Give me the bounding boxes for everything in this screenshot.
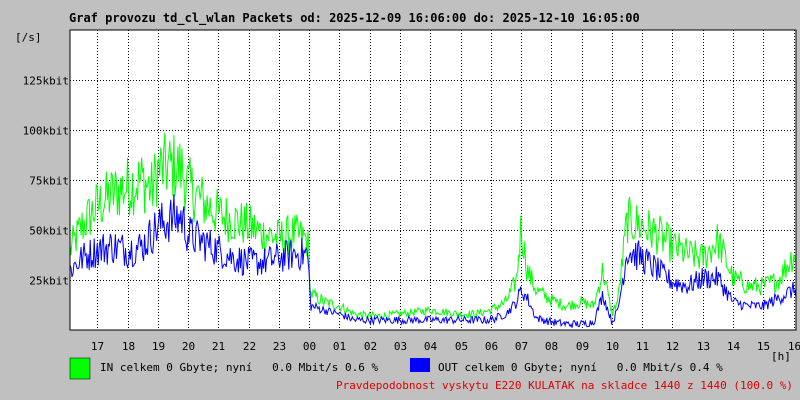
x-tick-label: 22 — [243, 340, 256, 353]
x-tick-labels: 17 18 19 20 21 22 23 00 01 02 03 04 05 06 07 08 09 10 11 12… — [91, 340, 800, 353]
y-tick-label: 100kbit — [23, 125, 69, 138]
probability-note: Pravdepodobnost vyskytu E220 KULATAK na … — [336, 379, 793, 392]
x-tick-label: 21 — [212, 340, 225, 353]
x-axis-label: [h] — [771, 350, 791, 363]
x-tick-label: 02 — [364, 340, 377, 353]
x-tick-label: 05 — [455, 340, 468, 353]
y-tick-label: 50kbit — [29, 225, 69, 238]
x-tick-label: 03 — [394, 340, 407, 353]
y-tick-label: 75kbit — [29, 175, 69, 188]
series-line-in — [69, 132, 797, 321]
chart-title: Graf provozu td_cl_wlan Packets od: 2025… — [69, 11, 640, 26]
series-line-out — [69, 194, 797, 328]
x-tick-label: 20 — [182, 340, 195, 353]
x-tick-label: 14 — [727, 340, 741, 353]
legend-in-swatch — [69, 357, 91, 380]
legend-out-swatch — [410, 358, 430, 372]
x-tick-label: 09 — [576, 340, 589, 353]
x-tick-label: 07 — [515, 340, 528, 353]
x-tick-label: 12 — [666, 340, 679, 353]
series-layer — [69, 132, 797, 328]
x-tick-label: 23 — [273, 340, 286, 353]
x-tick-label: 08 — [545, 340, 558, 353]
plot-frame — [69, 29, 797, 331]
x-tick-label: 11 — [636, 340, 649, 353]
y-tick-label: 25kbit — [29, 275, 69, 288]
legend-out-text: OUT celkem 0 Gbyte; nyní 0.0 Mbit/s 0.4 … — [438, 361, 723, 374]
y-axis-label: [/s] — [15, 31, 42, 44]
grid-layer — [70, 30, 796, 330]
x-tick-label: 15 — [757, 340, 770, 353]
x-tick-label: 19 — [152, 340, 165, 353]
x-tick-label: 18 — [122, 340, 135, 353]
legend-in-text: IN celkem 0 Gbyte; nyní 0.0 Mbit/s 0.6 % — [100, 361, 379, 374]
x-tick-label: 17 — [91, 340, 104, 353]
x-tick-label: 10 — [606, 340, 619, 353]
y-tick-label: 125kbit — [23, 75, 69, 88]
x-tick-label: 16 — [788, 340, 800, 353]
x-tick-label: 04 — [424, 340, 438, 353]
x-tick-label: 00 — [303, 340, 316, 353]
y-tick-labels: 25kbit 50kbit 75kbit 100kbit 125kbit — [23, 75, 69, 288]
x-tick-label: 01 — [333, 340, 346, 353]
x-tick-label: 13 — [697, 340, 710, 353]
x-tick-label: 06 — [485, 340, 498, 353]
